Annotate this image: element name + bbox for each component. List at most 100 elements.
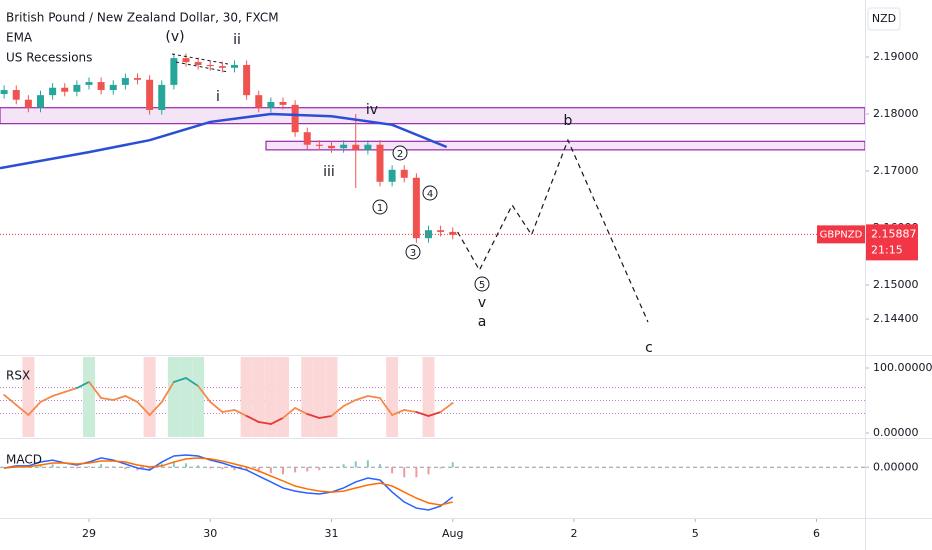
wave-circle [422, 185, 438, 201]
rsx-segment [330, 405, 345, 417]
signal-line [4, 457, 453, 506]
zone-shade [179, 357, 192, 437]
wave-label: v [478, 295, 486, 311]
pane-title: RSX [6, 369, 30, 383]
histogram-bar [124, 467, 127, 470]
rsx-segment [63, 387, 78, 393]
histogram-bar [391, 467, 394, 474]
rsx-segment [112, 395, 127, 401]
histogram-bar [51, 464, 54, 468]
y-tick-label: 2.18000 [873, 107, 919, 120]
rsx-segment [39, 395, 54, 403]
candle-body [49, 87, 57, 96]
candle-body [327, 145, 335, 149]
histogram-bar [281, 467, 284, 475]
wave-count: 5 [479, 280, 485, 291]
candle-body [121, 78, 129, 85]
histogram-bar [184, 463, 187, 468]
histogram-bar [342, 464, 345, 468]
rsx-segment [318, 415, 333, 419]
rsx-segment [148, 401, 163, 416]
zone [0, 107, 866, 125]
rsx-segment [306, 413, 321, 419]
candle-body [182, 58, 190, 63]
projection-line [457, 138, 649, 323]
symbol-box [817, 225, 865, 244]
rsx-segment [197, 385, 212, 403]
zone-shade [264, 357, 277, 437]
rsx-segment [27, 401, 42, 416]
symbol-label: GBPNZD [820, 229, 863, 240]
chart-title: British Pound / New Zealand Dollar, 30, … [6, 11, 279, 25]
candle-body [194, 62, 202, 65]
candle-body [133, 78, 141, 80]
candle-body [364, 144, 372, 150]
histogram-bar [403, 467, 406, 478]
wave-label: b [564, 113, 573, 129]
histogram-bar [439, 467, 442, 469]
layer [0, 107, 866, 468]
price-box [866, 224, 918, 261]
candle-body [352, 144, 360, 150]
histogram-bar [75, 467, 78, 469]
wave-label: iii [323, 164, 335, 180]
histogram-bar [148, 467, 151, 471]
rsx-segment [403, 409, 418, 413]
wave-circle [372, 199, 388, 215]
candle-body [315, 144, 323, 146]
currency-box[interactable] [867, 7, 901, 31]
wave-circle [474, 276, 490, 292]
histogram-bar [197, 465, 200, 468]
histogram-bar [294, 467, 297, 473]
rsx-segment [233, 409, 248, 417]
histogram-bar [354, 461, 357, 468]
price-label: 2.15887 [871, 227, 917, 240]
histogram-bar [221, 467, 224, 470]
rsx-segment [185, 377, 200, 387]
rsx-segment [354, 395, 369, 401]
wave-count: 4 [427, 189, 433, 200]
histogram-bar [366, 460, 369, 468]
zone-shade [386, 357, 399, 437]
candle-body [61, 87, 69, 92]
indicator-label: EMA [6, 31, 33, 45]
candle-body [424, 230, 432, 239]
wedge-line [175, 61, 229, 73]
candle-body [12, 90, 20, 100]
histogram-bar [209, 467, 212, 469]
zone-shade [167, 357, 180, 437]
wave-circle [405, 244, 421, 260]
candle-body [303, 132, 311, 145]
histogram-bar [233, 467, 236, 471]
rsx-segment [257, 421, 272, 425]
candle-body [24, 99, 32, 108]
histogram-bar [245, 467, 248, 471]
zone-shade [143, 357, 156, 437]
wave-label: iv [366, 102, 378, 118]
histogram-bar [378, 464, 381, 468]
candle-body [0, 90, 8, 95]
candle-body [388, 169, 396, 182]
wave-label: a [478, 314, 487, 330]
histogram-bar [427, 467, 430, 475]
x-tick-label: 2 [570, 527, 577, 540]
candle-body [170, 58, 178, 85]
wave-circle [392, 145, 408, 161]
histogram-bar [330, 467, 333, 468]
histogram-bar [100, 464, 103, 468]
y-tick-label: 2.19000 [873, 50, 919, 63]
candle-body [97, 82, 105, 91]
pane-title: MACD [6, 453, 42, 467]
wave-count: 2 [397, 149, 403, 160]
histogram-bar [257, 467, 260, 473]
rsx-segment [269, 417, 284, 425]
x-tick-label: 6 [813, 527, 820, 540]
countdown-label: 21:15 [871, 243, 903, 256]
wave-count: 1 [377, 203, 383, 214]
candle-body [158, 84, 166, 110]
rsx-segment [51, 391, 66, 397]
currency-label[interactable]: NZD [872, 12, 896, 25]
candle-body [412, 177, 420, 239]
